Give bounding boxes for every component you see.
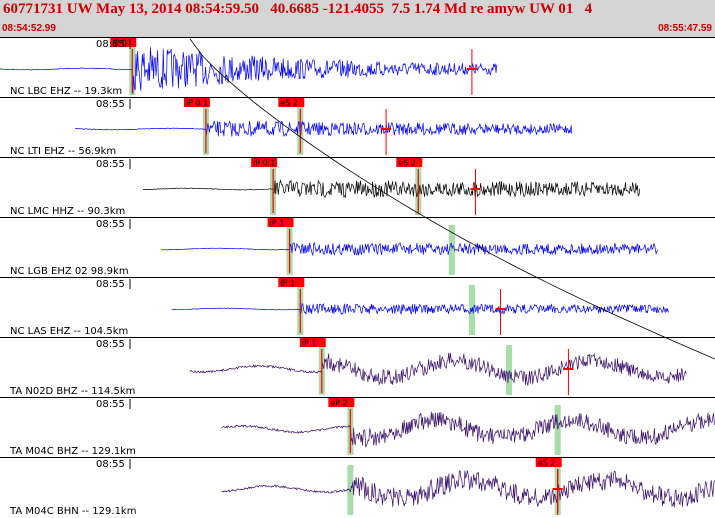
channel-label: NC LTI EHZ -- 56.9km bbox=[10, 146, 116, 157]
end-time: 08:55:47.59 bbox=[658, 23, 712, 34]
time-tick-label: 08:55 bbox=[96, 279, 125, 290]
seismogram-trace bbox=[142, 179, 641, 199]
travel-time-curve bbox=[189, 38, 715, 360]
pick-flag[interactable] bbox=[328, 398, 355, 407]
event-title: 60771731 UW May 13, 2014 08:54:59.50 40.… bbox=[3, 1, 593, 17]
pick-label: eS 2 bbox=[280, 99, 298, 108]
s-pick-band bbox=[448, 225, 455, 275]
pick-label: iP 1 bbox=[280, 279, 295, 288]
trace-row[interactable]: iP 1 08:55 TA N02D BHZ -- 114.5km bbox=[0, 337, 715, 398]
channel-label: TA M04C BHZ -- 129.1km bbox=[9, 446, 136, 457]
time-tick-label: 08:55 bbox=[96, 99, 125, 110]
seismogram-trace bbox=[221, 411, 715, 448]
seismogram-trace bbox=[171, 303, 669, 316]
pick-flag[interactable] bbox=[278, 98, 305, 107]
pick-label: iP 1 bbox=[270, 219, 285, 228]
time-tick-label: 08:55 bbox=[96, 159, 125, 170]
pick-label: iP 1 bbox=[302, 339, 317, 348]
pick-flag[interactable] bbox=[110, 38, 137, 47]
pick-flag[interactable] bbox=[251, 158, 278, 167]
trace-row[interactable]: eS 2 08:55 TA M04C BHN -- 129.1km bbox=[0, 457, 715, 518]
trace-row[interactable]: iP 008:55 NC LBC EHZ -- 19.3km bbox=[0, 37, 715, 98]
pick-flag[interactable] bbox=[267, 218, 294, 227]
channel-label: TA N02D BHZ -- 114.5km bbox=[9, 386, 135, 397]
pick-label: eS 2 bbox=[398, 159, 416, 168]
seismogram-trace bbox=[221, 470, 715, 508]
pick-label: eP 2 bbox=[330, 399, 347, 408]
time-tick-label: 08:55 bbox=[96, 219, 125, 230]
time-tick-label: 08:55 bbox=[96, 399, 125, 410]
pick-label: eS 2 bbox=[538, 459, 556, 468]
time-tick-label: 08:55 bbox=[96, 459, 125, 470]
channel-label: NC LBC EHZ -- 19.3km bbox=[10, 86, 122, 97]
seismogram-trace bbox=[0, 47, 498, 95]
s-pick-band bbox=[506, 345, 513, 395]
channel-label: NC LAS EHZ -- 104.5km bbox=[10, 326, 128, 337]
pick-flag[interactable] bbox=[396, 158, 423, 167]
time-tick-label: 08:55 bbox=[96, 339, 125, 350]
start-time: 08:54:52.99 bbox=[2, 23, 56, 34]
p-pick-band bbox=[347, 465, 354, 515]
pick-label: iP 0 bbox=[112, 39, 127, 48]
seismogram-trace bbox=[74, 120, 573, 138]
trace-row[interactable]: iP 1 08:55 NC LAS EHZ -- 104.5km bbox=[0, 277, 715, 338]
pick-flag[interactable] bbox=[183, 98, 210, 107]
seismogram-trace bbox=[160, 242, 659, 257]
pick-flag[interactable] bbox=[535, 458, 562, 467]
trace-row[interactable]: eP 2 08:55 TA M04C BHZ -- 129.1km bbox=[0, 397, 715, 458]
channel-label: NC LGB EHZ 02 98.9km bbox=[10, 266, 129, 277]
channel-label: TA M04C BHN -- 129.1km bbox=[9, 506, 136, 517]
event-header: 60771731 UW May 13, 2014 08:54:59.50 40.… bbox=[0, 0, 715, 37]
trace-row[interactable]: iP 1 08:55 NC LGB EHZ 02 98.9km bbox=[0, 217, 715, 278]
pick-label: iP 0.1 bbox=[186, 99, 208, 108]
channel-label: NC LMC HHZ -- 90.3km bbox=[10, 206, 125, 217]
trace-row[interactable]: iP 0.1 eS 2 08:55 NC LMC HHZ -- 90.3km bbox=[0, 157, 715, 218]
s-pick-band bbox=[554, 405, 561, 455]
time-tick-label: 08:55 bbox=[96, 39, 125, 50]
seismogram-trace bbox=[189, 352, 687, 387]
pick-flag[interactable] bbox=[299, 338, 326, 347]
pick-flag[interactable] bbox=[278, 278, 305, 287]
pick-label: iP 0.1 bbox=[253, 159, 275, 168]
trace-row[interactable]: iP 0.1 eS 2 08:55 NC LTI EHZ -- 56.9km bbox=[0, 97, 715, 158]
